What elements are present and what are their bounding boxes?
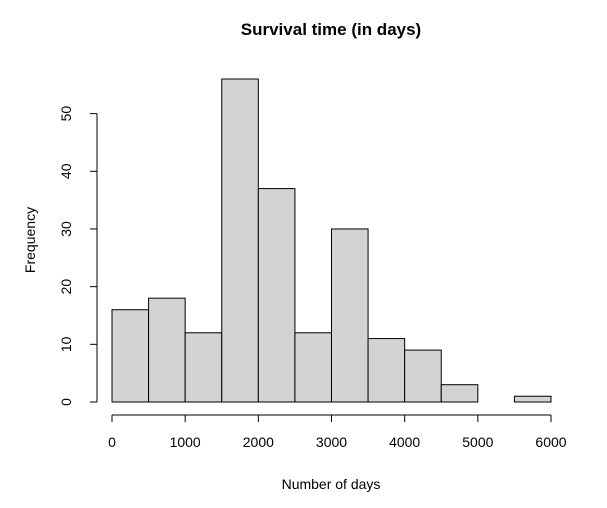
- x-axis: 0 1000 2000 3000 4000 5000 6000: [108, 414, 567, 450]
- x-tick-label: 5000: [462, 434, 493, 450]
- x-tick-label: 1000: [170, 434, 201, 450]
- y-tick-label: 0: [58, 398, 74, 406]
- y-axis: 0 10 20 30 40 50: [58, 106, 98, 406]
- x-tick-label: 6000: [535, 434, 566, 450]
- histogram-bar-2: [184, 332, 223, 403]
- histogram-bar-11: [513, 395, 552, 403]
- histogram-bar-4: [257, 188, 296, 403]
- x-tick-label: 2000: [243, 434, 274, 450]
- histogram-bar-9: [440, 384, 479, 403]
- histogram-bar-5: [294, 332, 332, 403]
- chart-title: Survival time (in days): [241, 20, 421, 39]
- histogram-bar-8: [404, 349, 442, 403]
- x-tick-label: 0: [108, 434, 116, 450]
- y-axis-label: Frequency: [22, 207, 38, 273]
- y-tick-label: 10: [58, 336, 74, 352]
- bars-group: [111, 78, 552, 403]
- x-tick-label: 4000: [389, 434, 420, 450]
- y-tick-label: 20: [58, 279, 74, 295]
- x-axis-label: Number of days: [282, 476, 381, 492]
- histogram-bar-0: [111, 309, 150, 403]
- y-tick-label: 50: [58, 106, 74, 122]
- histogram-bar-6: [331, 228, 369, 403]
- histogram-bar-1: [148, 297, 186, 403]
- y-tick-label: 30: [58, 221, 74, 237]
- histogram-bar-3: [221, 78, 259, 403]
- y-tick-label: 40: [58, 163, 74, 179]
- histogram-bar-7: [367, 338, 406, 403]
- x-tick-label: 3000: [316, 434, 347, 450]
